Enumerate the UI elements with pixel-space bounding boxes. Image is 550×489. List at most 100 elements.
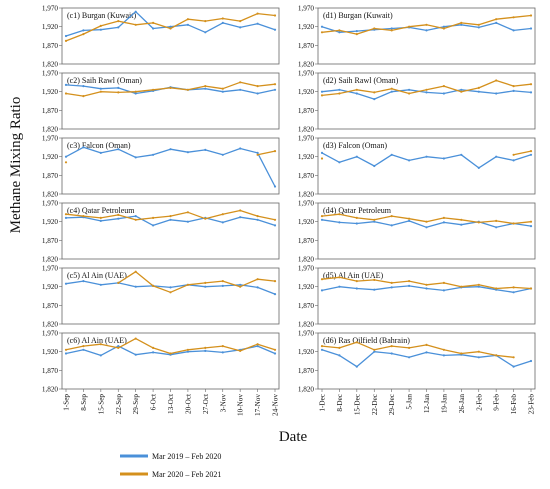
data-point xyxy=(134,215,137,218)
data-point xyxy=(390,87,393,90)
data-point xyxy=(169,215,172,218)
data-point xyxy=(425,283,428,286)
x-tick-label: 15-Dec xyxy=(353,394,361,415)
data-point xyxy=(529,150,533,153)
data-point xyxy=(134,10,137,13)
y-tick-label: 1,970 xyxy=(42,70,59,78)
series-line-2020 xyxy=(117,271,276,293)
data-point xyxy=(117,20,120,23)
panel-8: 1,820 1,870 1,920 1,970 (d2) Saih Rawl (Oman… xyxy=(298,70,536,134)
data-point xyxy=(204,148,207,151)
panel-title: (c4) Qatar Petroleum xyxy=(67,206,135,215)
data-point xyxy=(82,348,85,351)
data-point xyxy=(152,346,155,349)
data-point xyxy=(355,341,358,344)
data-point xyxy=(221,345,224,348)
data-point xyxy=(512,365,515,368)
data-point xyxy=(460,285,463,288)
data-point xyxy=(477,166,480,169)
data-point xyxy=(169,27,172,30)
y-tick-label: 1,870 xyxy=(298,42,315,50)
data-point xyxy=(134,23,137,26)
data-point xyxy=(373,278,376,281)
data-point xyxy=(373,98,376,101)
data-point xyxy=(495,79,498,82)
data-point xyxy=(373,348,376,351)
data-point xyxy=(204,85,207,88)
data-point xyxy=(373,218,376,221)
data-point xyxy=(256,92,259,95)
panel-title: (d1) Burgan (Kuwait) xyxy=(323,11,393,20)
y-tick-label: 1,970 xyxy=(298,70,315,78)
y-tick-label: 1,820 xyxy=(298,126,315,134)
x-tick-label: 24-Nov xyxy=(272,394,280,416)
data-point xyxy=(390,286,393,289)
data-point xyxy=(355,222,358,225)
x-tick-label: 8-Sep xyxy=(80,394,88,411)
data-point xyxy=(99,28,102,31)
data-point xyxy=(134,90,137,93)
data-point xyxy=(338,276,341,279)
panel-frame xyxy=(317,7,536,65)
y-tick-label: 1,920 xyxy=(42,153,59,161)
data-point xyxy=(355,88,358,91)
data-point xyxy=(338,354,341,357)
data-point xyxy=(186,88,189,91)
data-point xyxy=(442,25,445,28)
data-point xyxy=(425,287,428,290)
y-tick-label: 1,970 xyxy=(298,135,315,143)
x-tick-label: 29-Sep xyxy=(132,394,140,415)
data-point xyxy=(495,226,498,229)
data-point xyxy=(495,21,498,24)
data-point xyxy=(373,350,376,353)
data-point xyxy=(338,29,341,32)
panel-title: (d6) Ras Oilfield (Bahrain) xyxy=(323,336,410,345)
data-point xyxy=(221,284,224,287)
data-point xyxy=(82,345,85,348)
data-point xyxy=(512,222,515,225)
data-point xyxy=(338,221,341,224)
data-point xyxy=(152,21,155,24)
panel-frame xyxy=(317,137,536,195)
data-point xyxy=(273,293,277,296)
x-axis-label: Date xyxy=(279,429,308,445)
data-point xyxy=(64,282,68,285)
series-line-2020 xyxy=(321,341,514,358)
data-point xyxy=(64,155,68,158)
data-point xyxy=(117,345,120,348)
data-point xyxy=(442,348,445,351)
data-point xyxy=(82,85,85,88)
data-point xyxy=(495,354,498,357)
x-tick-label: 22-Dec xyxy=(371,394,379,415)
panel-frame xyxy=(61,267,280,325)
data-point xyxy=(355,365,358,368)
data-point xyxy=(355,280,358,283)
data-point xyxy=(186,211,189,214)
data-point xyxy=(373,220,376,223)
data-point xyxy=(495,155,498,158)
data-point xyxy=(512,286,515,289)
panel-title: (c3) Falcon (Oman) xyxy=(67,141,131,150)
data-point xyxy=(221,21,224,24)
data-point xyxy=(390,29,393,32)
data-point xyxy=(355,216,358,219)
data-point xyxy=(169,291,172,294)
data-point xyxy=(460,218,463,221)
data-point xyxy=(64,83,68,86)
data-point xyxy=(99,90,102,93)
data-point xyxy=(221,221,224,224)
data-point xyxy=(477,26,480,29)
data-point xyxy=(320,345,324,348)
data-point xyxy=(408,88,411,91)
data-point xyxy=(442,221,445,224)
data-point xyxy=(529,153,533,156)
data-point xyxy=(239,209,242,212)
data-point xyxy=(355,30,358,33)
data-point xyxy=(239,147,242,150)
data-point xyxy=(204,20,207,23)
data-point xyxy=(425,88,428,91)
panel-6: 1,820 1,870 1,920 1,970 (c6) Al Ain (UAE) 1-S… xyxy=(42,330,280,416)
y-tick-label: 1,920 xyxy=(42,88,59,96)
data-point xyxy=(390,352,393,355)
y-tick-label: 1,970 xyxy=(298,200,315,208)
